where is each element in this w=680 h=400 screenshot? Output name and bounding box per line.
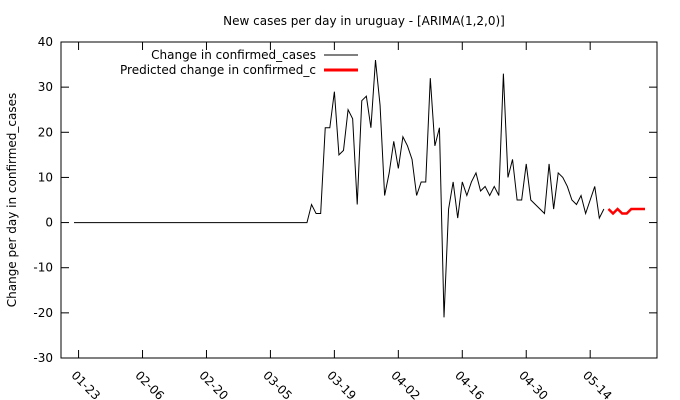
- y-tick-label: 30: [38, 80, 53, 94]
- y-axis: -30 -20 -10 0 10 20 30 40: [33, 35, 657, 365]
- series-line-predicted: [607, 207, 645, 216]
- series-line-actual: [74, 60, 605, 318]
- y-tick-label: 40: [38, 35, 53, 49]
- y-tick-label: 20: [38, 125, 53, 139]
- legend-label-predicted: Predicted change in confirmed_c: [120, 63, 316, 77]
- plot-frame: [60, 41, 658, 359]
- y-tick-label: 0: [45, 216, 53, 230]
- x-tick-label: 04-30: [516, 368, 551, 400]
- chart-title: New cases per day in uruguay - [ARIMA(1,…: [223, 14, 505, 28]
- y-tick-label: 10: [38, 170, 53, 184]
- y-tick-label: -30: [33, 351, 53, 365]
- x-tick-label: 05-14: [580, 368, 615, 400]
- legend: Change in confirmed_cases Predicted chan…: [120, 48, 358, 77]
- y-tick-label: -20: [33, 306, 53, 320]
- x-tick-label: 04-02: [388, 368, 423, 400]
- x-tick-label: 02-06: [132, 368, 167, 400]
- series-layer: [74, 60, 645, 318]
- x-tick-label: 02-20: [196, 368, 231, 400]
- x-tick-label: 03-05: [260, 368, 295, 400]
- x-tick-label: 03-19: [324, 368, 359, 400]
- y-axis-label: Change per day in confirmed_cases: [5, 93, 19, 308]
- x-tick-label: 01-23: [68, 368, 103, 400]
- x-axis: 01-23 02-06 02-20 03-05 03-19 04-02 04-16 04-30…: [68, 42, 615, 400]
- y-tick-label: -10: [33, 261, 53, 275]
- x-tick-label: 04-16: [452, 368, 487, 400]
- legend-label-actual: Change in confirmed_cases: [151, 48, 316, 62]
